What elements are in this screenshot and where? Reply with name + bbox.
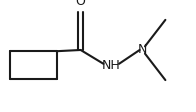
Text: NH: NH bbox=[102, 59, 121, 72]
Text: N: N bbox=[138, 43, 148, 56]
Text: O: O bbox=[76, 0, 86, 8]
